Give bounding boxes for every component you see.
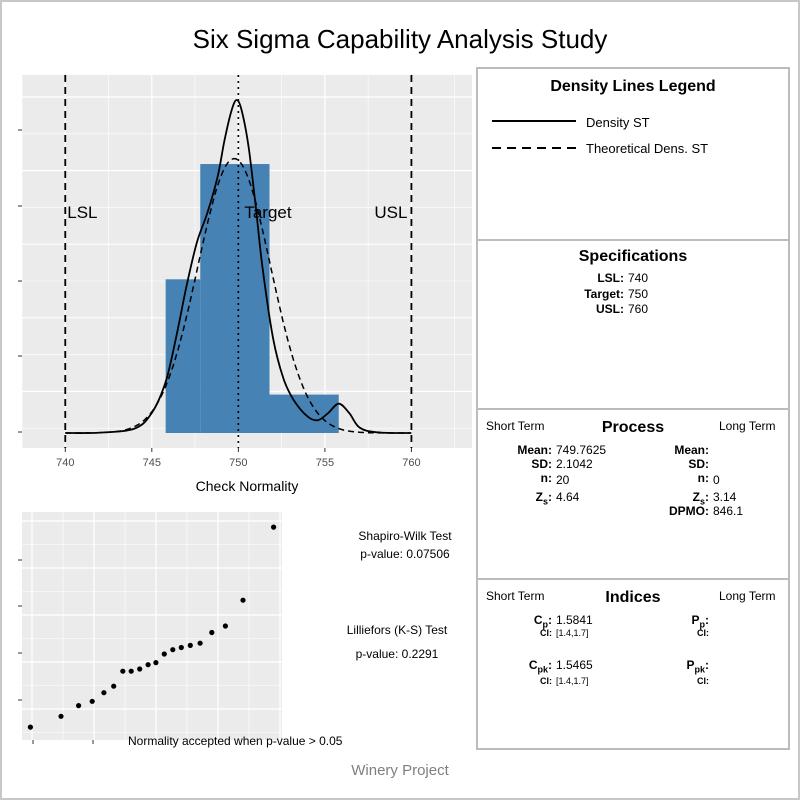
usl-value: 760 [628,302,649,316]
capability-histogram-chart: LSL Target USL 740 745 750 755 760 Check Normali… [18,75,472,494]
legend-item-density-st: Density ST [586,115,650,130]
shapiro-wilk-pvalue: p-value: 0.07506 [360,547,450,561]
zs-st-value: 4.64 [556,490,580,504]
qq-point [178,644,184,651]
cp-label: Cp: [533,613,552,630]
lsl-value: 740 [628,271,649,285]
qq-point [240,597,246,603]
cp-value: 1.5841 [556,613,593,627]
cpk-value: 1.5465 [556,658,593,672]
sd-st-value: 2.1042 [556,457,593,471]
qq-point [58,713,64,719]
reference-label-usl: USL [374,203,407,222]
qq-point [27,724,33,730]
n-lt-label: n: [697,471,709,485]
pp-label: Pp: [691,613,709,630]
process-title: Process [601,419,665,436]
lsl-label: LSL: [597,271,624,285]
qq-panel-bg [22,512,282,740]
dpmo-value: 846.1 [713,504,744,518]
sd-lt-label: SD: [688,457,709,471]
cpk-ci-label: CI: [540,676,552,686]
ppk-label: Ppk: [686,658,709,675]
target-label: Target: [584,287,624,301]
specifications-panel: Specifications LSL: 740 Target: 750 USL:… [476,239,790,410]
qq-point [111,683,117,689]
zs-st-label: Zs: [535,490,552,507]
qq-point [153,660,159,666]
indices-short-term-label: Short Term [486,589,545,603]
histogram-x-tick-label: 750 [229,457,247,469]
qq-point [161,651,167,657]
target-value: 750 [628,287,649,301]
density-st-line [65,99,412,434]
indices-panel: Indices Short Term Long Term Cp: 1.5841 … [476,578,790,750]
histogram-x-tick-label: 745 [143,457,161,469]
qq-point [187,642,193,648]
indices-title: Indices [605,589,661,606]
legend-swatches [492,120,576,149]
sd-st-label: SD: [531,457,552,471]
cp-ci-label: CI: [540,628,552,638]
histogram-x-tick-label: 755 [316,457,334,469]
report-title: Six Sigma Capability Analysis Study [192,24,608,54]
qq-point [76,703,82,709]
pp-ci-label: CI: [697,628,709,638]
reference-label-target: Target [244,203,292,222]
histogram-x-tick-label: 740 [56,457,74,469]
process-panel: Process Short Term Long Term Mean: 749.7… [476,408,790,580]
specifications-title: Specifications [578,248,688,265]
process-long-term-label: Long Term [719,419,776,433]
mean-st-label: Mean: [517,443,552,457]
dpmo-label: DPMO: [669,504,709,518]
theoretical-density-line [65,157,410,434]
histogram-x-tick-label: 760 [402,457,420,469]
process-short-term-label: Short Term [486,419,545,433]
legend-title: Density Lines Legend [550,78,716,95]
qq-point [89,698,95,704]
cpk-ci-value: [1.4,1.7] [556,676,589,686]
shapiro-wilk-title: Shapiro-Wilk Test [358,529,452,543]
usl-label: USL: [596,302,624,316]
qq-point [222,623,228,629]
qq-plot-chart [18,512,282,744]
qq-point [128,668,134,674]
zs-lt-value: 3.14 [713,490,737,504]
cpk-label: Cpk: [528,658,552,675]
qq-point [170,647,176,653]
ppk-ci-label: CI: [697,676,709,686]
n-st-label: n: [540,471,552,485]
legend-item-theoretical: Theoretical Dens. ST [586,141,709,156]
qq-point [101,690,107,696]
n-st-value: 20 [556,473,570,487]
normality-note: Normality accepted when p-value > 0.05 [128,734,343,748]
indices-long-term-label: Long Term [719,589,776,603]
n-lt-value: 0 [713,473,720,487]
footer-project: Winery Project [351,762,449,779]
mean-lt-label: Mean: [674,443,709,457]
qq-point [137,666,143,672]
cp-ci-value: [1.4,1.7] [556,628,589,638]
qq-point [120,668,126,674]
qq-point [145,662,151,668]
lilliefors-title: Lilliefors (K-S) Test [346,623,448,637]
zs-lt-label: Zs: [692,490,709,507]
histogram-x-axis-label: Check Normality [196,478,299,494]
lilliefors-pvalue: p-value: 0.2291 [355,647,439,661]
qq-point [197,640,203,646]
qq-point [271,524,277,530]
legend-panel: Density Lines Legend Density ST Theoreti… [476,67,790,241]
mean-st-value: 749.7625 [556,443,607,457]
reference-label-lsl: LSL [67,203,97,222]
qq-point [209,629,215,636]
